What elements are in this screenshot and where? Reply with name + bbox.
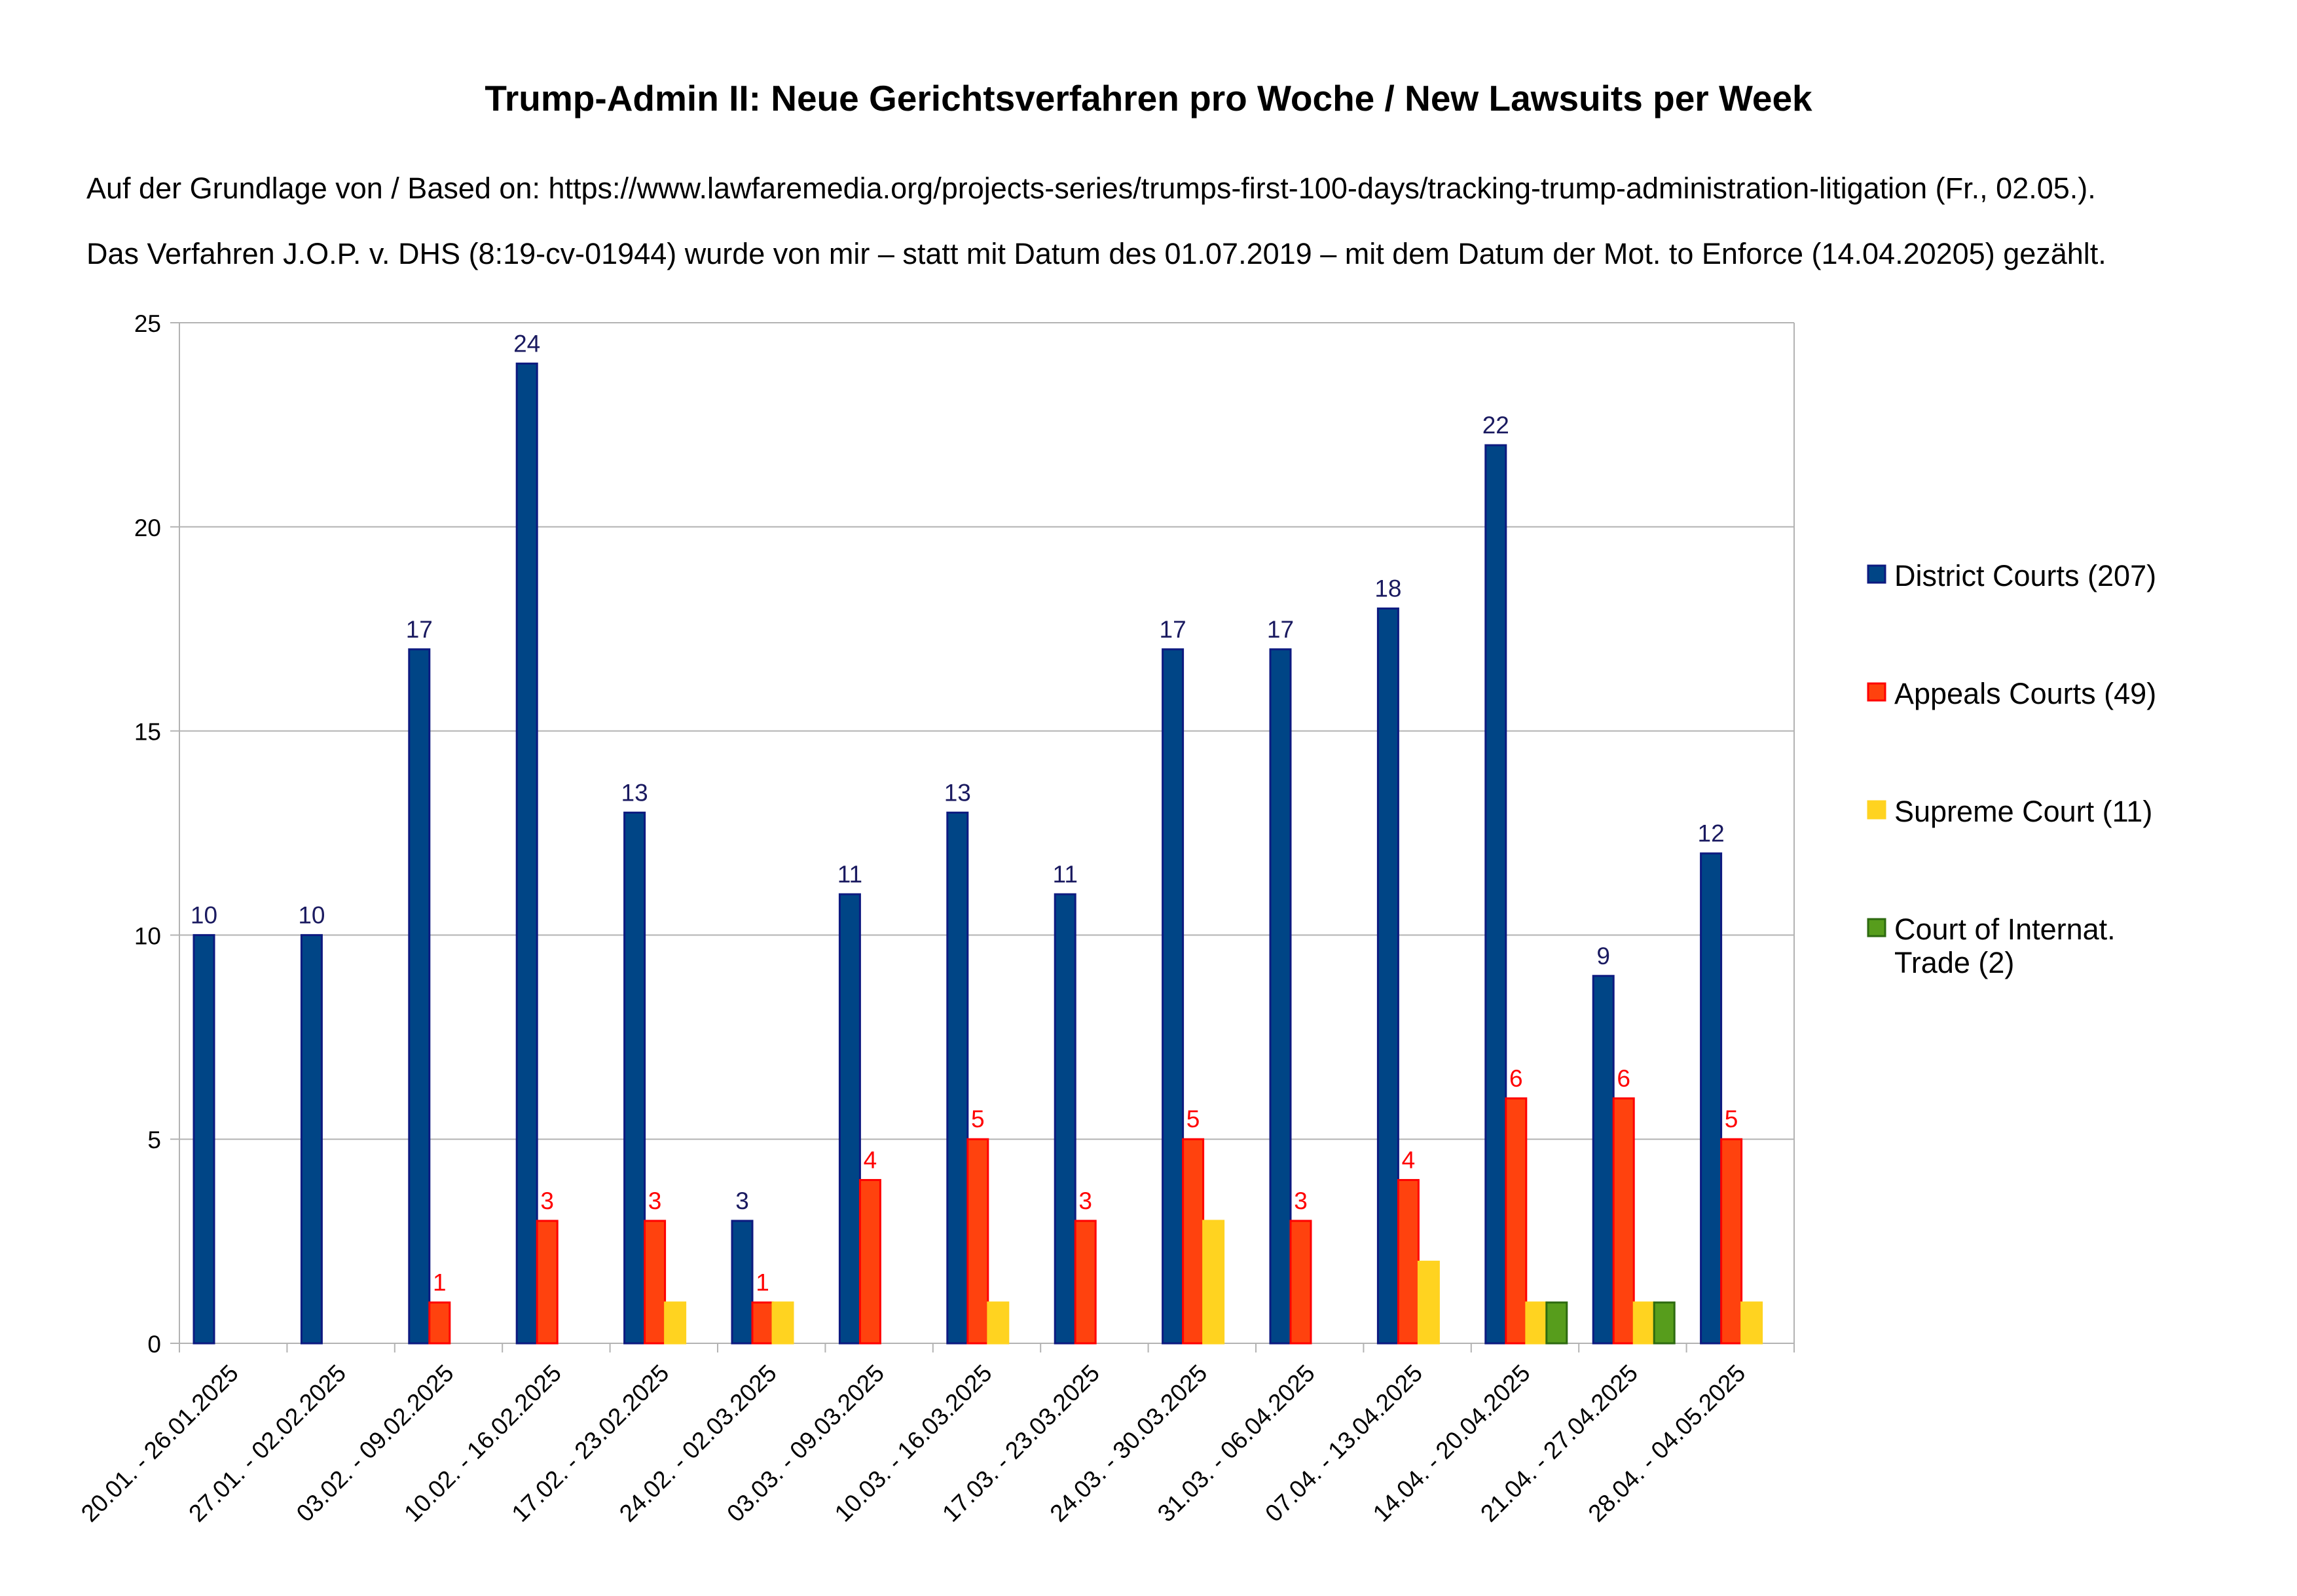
bar-1-5 [623,811,646,1345]
data-label: 3 [1294,1188,1308,1214]
legend-swatch-4 [1867,918,1886,937]
data-label: 13 [944,779,971,806]
y-tick-label: 20 [134,515,161,541]
legend: District Courts (207) Appeals Courts (49)… [1867,559,2156,979]
chart-subtitle-note: Das Verfahren J.O.P. v. DHS (8:19-cv-019… [86,237,2106,270]
data-label: 3 [648,1188,662,1214]
bar-2-11 [1289,1220,1312,1345]
legend-swatch-1 [1867,564,1886,584]
bar-3-13 [1525,1301,1548,1345]
bar-1-13 [1484,444,1507,1345]
data-label: 18 [1374,575,1401,602]
data-label: 17 [1160,616,1186,643]
data-label: 9 [1596,943,1610,970]
data-label: 13 [621,779,648,806]
data-label: 1 [433,1269,447,1296]
bar-2-12 [1397,1179,1420,1345]
legend-label-4: Court of Internat. [1894,913,2116,946]
bar-1-11 [1269,648,1292,1345]
y-tick-label: 25 [134,310,161,337]
bar-2-5 [644,1220,667,1345]
bar-1-9 [1054,893,1076,1345]
y-tick-label: 15 [134,719,161,746]
data-label: 3 [735,1188,749,1214]
bar-2-14 [1612,1097,1635,1345]
bar-1-8 [946,811,969,1345]
bar-3-15 [1740,1301,1763,1345]
bar-1-10 [1162,648,1185,1345]
legend-label-4: Trade (2) [1894,946,2014,979]
legend-label-2: Appeals Courts (49) [1894,677,2156,710]
data-label: 6 [1509,1065,1523,1092]
bar-3-5 [664,1301,687,1345]
data-label: 17 [1267,616,1294,643]
data-label: 6 [1617,1065,1630,1092]
bar-1-1 [193,934,215,1345]
legend-label-1: District Courts (207) [1894,559,2156,592]
bar-4-14 [1653,1301,1676,1345]
y-tick-label: 10 [134,922,161,949]
bar-2-13 [1505,1097,1528,1345]
data-label: 3 [1078,1188,1092,1214]
bar-1-14 [1592,975,1615,1345]
data-label: 10 [298,901,325,928]
bar-3-8 [987,1301,1010,1345]
bar-2-9 [1074,1220,1097,1345]
data-label: 4 [864,1147,877,1174]
data-label: 22 [1482,412,1509,439]
data-label: 10 [191,901,217,928]
data-label: 24 [513,330,540,357]
data-label: 11 [1052,861,1077,888]
legend-swatch-2 [1867,682,1886,702]
chart-subtitle-source: Auf der Grundlage von / Based on: https:… [86,172,2096,205]
bar-1-12 [1376,608,1399,1345]
bar-2-8 [966,1138,989,1345]
legend-swatch-3 [1867,800,1886,820]
bar-1-4 [515,362,538,1345]
bar-1-15 [1700,852,1723,1345]
bar-1-6 [731,1220,754,1345]
chart-title: Trump-Admin II: Neue Gerichtsverfahren p… [485,78,1812,118]
bar-4-13 [1545,1301,1568,1345]
legend-label-3: Supreme Court (11) [1894,795,2152,828]
bar-3-6 [771,1301,794,1345]
data-label: 4 [1402,1147,1416,1174]
y-tick-label: 5 [147,1127,161,1153]
bar-2-3 [428,1301,451,1345]
bar-2-15 [1720,1138,1743,1345]
data-label: 5 [971,1106,985,1133]
bar-3-12 [1417,1260,1440,1345]
bar-3-14 [1632,1301,1655,1345]
bar-2-6 [751,1301,774,1345]
data-label: 12 [1698,820,1725,847]
data-label: 5 [1725,1106,1738,1133]
y-tick-label: 0 [147,1331,161,1358]
data-label: 5 [1186,1106,1200,1133]
data-label: 11 [837,861,862,888]
bar-3-10 [1202,1220,1225,1345]
bar-1-7 [838,893,861,1345]
data-label: 17 [406,616,433,643]
bar-2-4 [536,1220,559,1345]
bar-2-10 [1182,1138,1205,1345]
data-label: 3 [540,1188,554,1214]
bar-1-3 [408,648,431,1345]
data-label: 1 [756,1269,769,1296]
bar-2-7 [858,1179,881,1345]
bars [193,362,1763,1345]
bar-1-2 [300,934,323,1345]
